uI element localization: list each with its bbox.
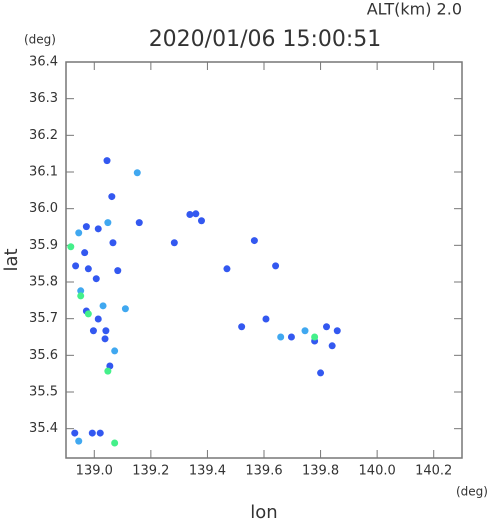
echo-point xyxy=(77,287,85,295)
y-tick-label: 36.4 xyxy=(29,55,58,70)
echo-point xyxy=(317,369,325,377)
echo-point xyxy=(104,219,112,227)
x-tick-label: 140.2 xyxy=(415,464,452,479)
echo-point xyxy=(111,439,119,447)
x-axis-label: lon xyxy=(250,502,277,521)
echo-point xyxy=(94,315,102,323)
echo-point xyxy=(71,429,79,437)
x-tick-label: 140.0 xyxy=(359,464,396,479)
y-tick-label: 36.3 xyxy=(29,91,58,106)
x-unit: (deg) xyxy=(456,485,488,499)
altitude-label: ALT(km) 2.0 xyxy=(367,0,462,19)
y-unit: (deg) xyxy=(24,33,56,47)
echo-point xyxy=(99,302,107,310)
echo-point xyxy=(301,327,309,335)
echo-point xyxy=(111,347,119,355)
echo-point xyxy=(121,305,129,313)
y-axis-label: lat xyxy=(1,248,22,271)
echo-point xyxy=(103,157,111,165)
y-tick-label: 35.6 xyxy=(29,348,58,363)
echo-point xyxy=(88,429,96,437)
echo-point xyxy=(84,310,92,318)
y-tick-label: 36.1 xyxy=(29,165,58,180)
echo-point xyxy=(89,327,97,335)
echo-point xyxy=(197,217,205,225)
echo-point xyxy=(323,323,331,331)
x-tick-label: 139.0 xyxy=(76,464,113,479)
echo-point xyxy=(82,223,90,231)
echo-point xyxy=(333,327,341,335)
echo-point xyxy=(67,243,75,251)
echo-point xyxy=(109,239,117,247)
echo-point xyxy=(135,219,143,227)
echo-point xyxy=(72,262,80,270)
echo-point xyxy=(223,265,231,273)
echo-point xyxy=(287,333,295,341)
y-tick-label: 35.4 xyxy=(29,421,58,436)
echo-point xyxy=(75,437,83,445)
echo-point xyxy=(262,315,270,323)
echo-point xyxy=(92,275,100,283)
x-tick-label: 139.4 xyxy=(189,464,226,479)
y-tick-label: 35.8 xyxy=(29,275,58,290)
echo-point xyxy=(272,262,280,270)
y-tick-label: 36.0 xyxy=(29,201,58,216)
echo-point xyxy=(101,335,109,343)
echo-point xyxy=(114,267,122,275)
x-tick-label: 139.6 xyxy=(245,464,282,479)
echo-point xyxy=(96,429,104,437)
echo-point xyxy=(104,367,112,375)
y-tick-label: 35.7 xyxy=(29,311,58,326)
chart-title: 2020/01/06 15:00:51 xyxy=(149,27,382,52)
echo-point xyxy=(133,169,141,177)
y-tick-label: 35.9 xyxy=(29,238,58,253)
plot-frame xyxy=(65,61,463,459)
y-tick-label: 36.2 xyxy=(29,128,58,143)
echo-point xyxy=(250,237,258,245)
echo-point xyxy=(94,225,102,233)
echo-point xyxy=(81,249,89,257)
echo-point xyxy=(238,323,246,331)
echo-point xyxy=(311,333,319,341)
echo-point xyxy=(77,292,85,300)
echo-point xyxy=(108,193,116,201)
echo-point xyxy=(277,333,285,341)
echo-point xyxy=(102,327,110,335)
echo-point xyxy=(192,210,200,218)
echo-point xyxy=(328,342,336,350)
echo-point xyxy=(75,229,83,237)
echo-point xyxy=(186,211,194,219)
x-tick-label: 139.2 xyxy=(132,464,169,479)
y-tick-label: 35.5 xyxy=(29,385,58,400)
echo-point xyxy=(170,239,178,247)
x-tick-label: 139.8 xyxy=(302,464,339,479)
echo-point xyxy=(84,265,92,273)
